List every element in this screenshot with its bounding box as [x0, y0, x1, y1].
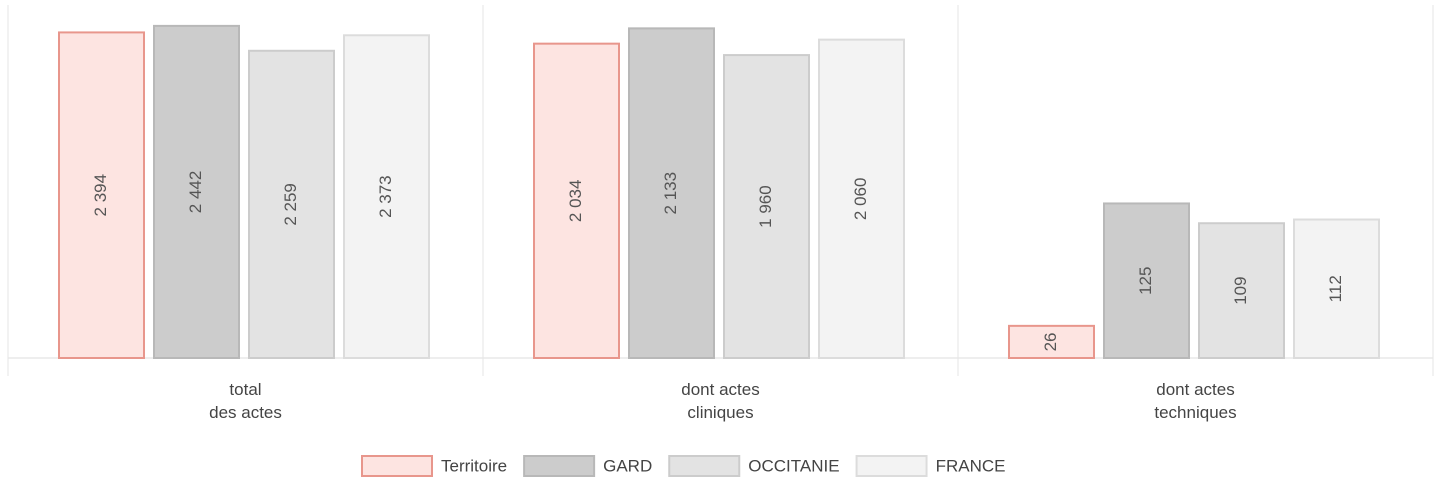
legend-label: OCCITANIE	[748, 456, 839, 475]
bar	[1103, 202, 1190, 359]
bar	[1008, 324, 1095, 360]
legend-swatch	[668, 455, 741, 477]
value-label: 1 960	[756, 185, 775, 228]
bar	[723, 54, 810, 359]
legend-label: Territoire	[441, 456, 507, 475]
bar	[343, 34, 430, 359]
value-label: 26	[1041, 332, 1060, 351]
bar	[628, 27, 715, 359]
bar	[153, 24, 240, 359]
bar	[58, 31, 145, 360]
legend-swatch	[523, 455, 596, 477]
bar	[1198, 222, 1285, 359]
value-label: 2 034	[566, 180, 585, 223]
value-label: 2 394	[91, 174, 110, 217]
value-label: 2 060	[851, 178, 870, 221]
legend-swatch	[855, 455, 928, 477]
bar	[533, 42, 620, 360]
legend-swatch	[361, 455, 433, 477]
value-label: 2 373	[376, 175, 395, 218]
value-label: 2 442	[186, 171, 205, 214]
value-label: 2 259	[281, 183, 300, 226]
category-label: total des actes	[209, 380, 282, 422]
value-label: 112	[1326, 275, 1345, 302]
bar	[818, 38, 905, 360]
value-label: 2 133	[661, 172, 680, 215]
legend-label: GARD	[603, 456, 652, 475]
bar	[1293, 218, 1380, 359]
value-label: 125	[1136, 267, 1155, 295]
bar	[248, 49, 335, 359]
category-label: dont actes cliniques	[681, 380, 760, 422]
value-label: 109	[1231, 276, 1250, 304]
legend-label: FRANCE	[936, 456, 1006, 475]
category-label: dont actes techniques	[1154, 380, 1237, 422]
